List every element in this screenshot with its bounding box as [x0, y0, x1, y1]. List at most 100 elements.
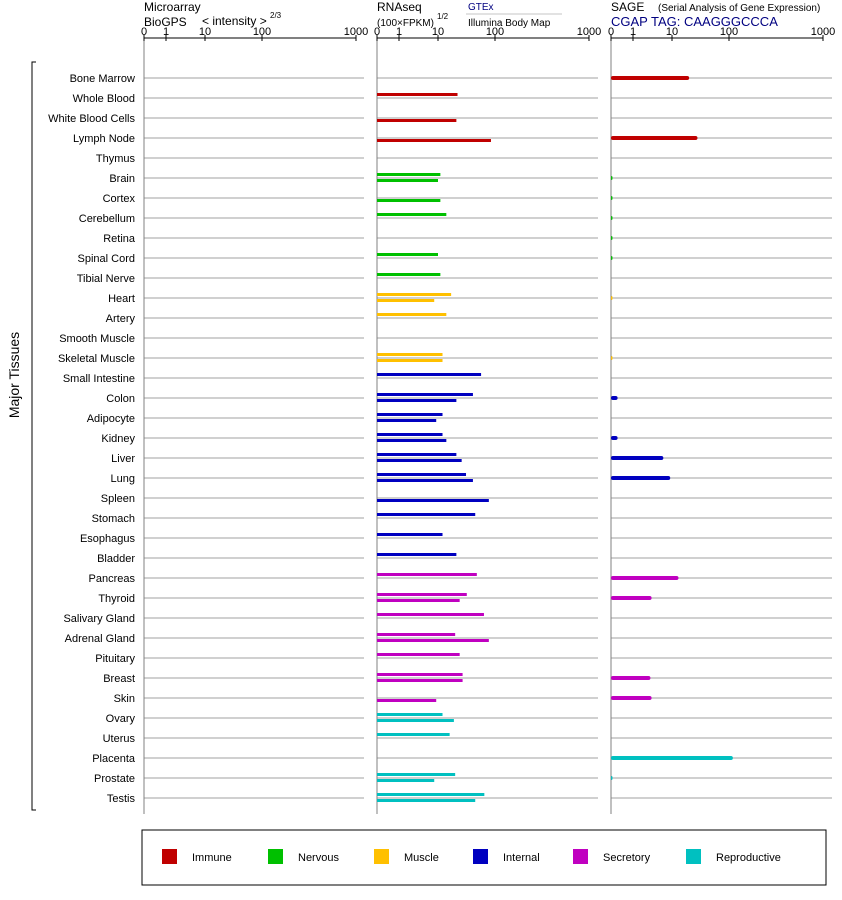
axis-tick-label: 10: [432, 26, 444, 38]
axis-tick-label: 1: [396, 26, 402, 38]
rnaseq-ibm-bar: [377, 359, 443, 362]
legend-swatch-nervous: [268, 849, 283, 864]
tissue-label: Pancreas: [89, 573, 136, 585]
tissue-label: Spleen: [101, 493, 135, 505]
rnaseq-ibm-bar: [377, 779, 435, 782]
microarray-subtitle: < intensity >: [202, 14, 267, 28]
rnaseq-gtex-bar: [377, 553, 457, 556]
axis-tick-label: 1: [630, 26, 636, 38]
rnaseq-source-gtex: GTEx: [468, 2, 494, 13]
tissue-label: Lymph Node: [73, 133, 135, 145]
rnaseq-gtex-bar: [377, 613, 484, 616]
tissue-label: Cerebellum: [79, 213, 135, 225]
rnaseq-gtex-bar: [377, 473, 467, 476]
rnaseq-ibm-bar: [377, 799, 476, 802]
tissue-label: Spinal Cord: [78, 253, 135, 265]
rnaseq-gtex-bar: [377, 713, 443, 716]
sage-bar: [611, 76, 690, 80]
sage-bar: [611, 676, 651, 680]
tissue-label: Lung: [111, 473, 135, 485]
sage-bar: [611, 696, 652, 700]
rnaseq-gtex-bar: [377, 773, 456, 776]
rnaseq-gtex-bar: [377, 733, 450, 736]
axis-tick-label: 10: [199, 26, 211, 38]
axis-tick-label: 100: [720, 26, 738, 38]
sage-bar: [611, 356, 613, 360]
rnaseq-ibm-bar: [377, 119, 457, 122]
rnaseq-gtex-bar: [377, 573, 477, 576]
rnaseq-ibm-bar: [377, 599, 460, 602]
tissue-label: Kidney: [101, 433, 135, 445]
rnaseq-gtex-bar: [377, 313, 447, 316]
rnaseq-ibm-bar: [377, 299, 435, 302]
tissue-label: Heart: [108, 293, 135, 305]
tissue-label: Colon: [106, 393, 135, 405]
rnaseq-gtex-bar: [377, 353, 443, 356]
tissue-label: Retina: [103, 233, 136, 245]
tissue-label: Stomach: [92, 513, 135, 525]
tissue-label: Brain: [109, 173, 135, 185]
tissue-label: Skin: [114, 693, 135, 705]
sage-bar: [611, 476, 671, 480]
axis-tick-label: 1000: [577, 26, 601, 38]
rnaseq-ibm-bar: [377, 459, 462, 462]
tissue-label: White Blood Cells: [48, 113, 135, 125]
legend-swatch-reproductive: [686, 849, 701, 864]
axis-tick-label: 1000: [811, 26, 835, 38]
sage-tag: CGAP TAG: CAAGGGCCCA: [611, 14, 778, 29]
rnaseq-source-ibm: Illumina Body Map: [468, 18, 551, 29]
rnaseq-ibm-bar: [377, 679, 463, 682]
rnaseq-gtex-bar: [377, 533, 443, 536]
tissue-label: Ovary: [106, 713, 136, 725]
legend-label-immune: Immune: [192, 852, 232, 864]
tissue-label: Salivary Gland: [63, 613, 135, 625]
tissue-label: Bone Marrow: [70, 73, 135, 85]
legend-swatch-immune: [162, 849, 177, 864]
rnaseq-gtex-bar: [377, 93, 458, 96]
tissue-label: Placenta: [92, 753, 136, 765]
rnaseq-units: (100×FPKM): [377, 18, 434, 29]
rnaseq-gtex-bar: [377, 453, 457, 456]
sage-bar: [611, 196, 613, 200]
tissue-label: Bladder: [97, 553, 135, 565]
axis-tick-label: 0: [608, 26, 614, 38]
axis-tick-label: 1: [163, 26, 169, 38]
axis-tick-label: 100: [253, 26, 271, 38]
tissue-label: Thymus: [96, 153, 136, 165]
rnaseq-gtex-bar: [377, 373, 482, 376]
rnaseq-title: RNAseq: [377, 0, 422, 14]
rnaseq-gtex-bar: [377, 793, 485, 796]
y-axis-label: Major Tissues: [6, 332, 22, 418]
legend-label-internal: Internal: [503, 852, 540, 864]
rnaseq-gtex-bar: [377, 413, 443, 416]
rnaseq-gtex-bar: [377, 593, 467, 596]
rnaseq-ibm-bar: [377, 499, 489, 502]
axis-tick-label: 100: [486, 26, 504, 38]
rnaseq-ibm-bar: [377, 699, 437, 702]
rnaseq-gtex-bar: [377, 433, 443, 436]
tissue-label: Cortex: [103, 193, 136, 205]
sage-bar: [611, 176, 613, 180]
sage-title: SAGE: [611, 0, 644, 14]
sage-bar: [611, 756, 733, 760]
microarray-title: Microarray: [144, 0, 201, 14]
rnaseq-ibm-bar: [377, 419, 437, 422]
legend-label-secretory: Secretory: [603, 852, 651, 864]
rnaseq-ibm-bar: [377, 479, 473, 482]
rnaseq-gtex-bar: [377, 253, 438, 256]
microarray-exponent: 2/3: [270, 11, 282, 20]
tissue-label: Liver: [111, 453, 135, 465]
tissue-label: Whole Blood: [73, 93, 135, 105]
axis-tick-label: 0: [374, 26, 380, 38]
tissue-label: Skeletal Muscle: [58, 353, 135, 365]
rnaseq-ibm-bar: [377, 139, 491, 142]
tissue-label: Smooth Muscle: [59, 333, 135, 345]
tissue-label: Breast: [103, 673, 135, 685]
tissue-label: Small Intestine: [63, 373, 135, 385]
legend-label-nervous: Nervous: [298, 852, 339, 864]
rnaseq-ibm-bar: [377, 199, 441, 202]
axis-tick-label: 1000: [344, 26, 368, 38]
tissue-label: Thyroid: [98, 593, 135, 605]
tissue-label: Prostate: [94, 773, 135, 785]
